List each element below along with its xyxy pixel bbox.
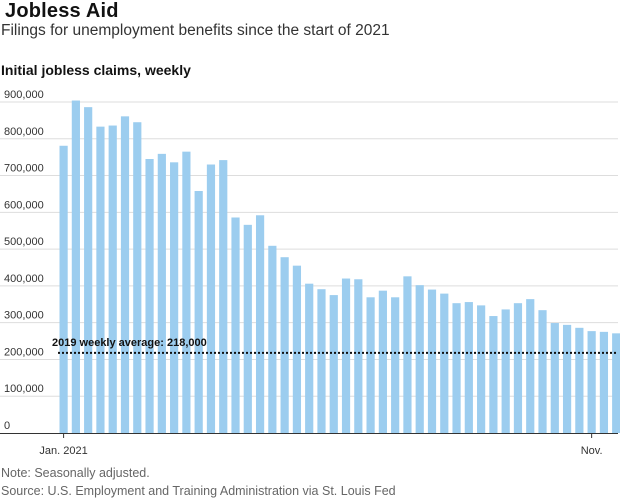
bar bbox=[84, 107, 93, 433]
x-tick-labels: Jan. 2021 Nov. bbox=[39, 445, 602, 457]
bar bbox=[341, 278, 351, 433]
bar bbox=[170, 162, 179, 433]
bar bbox=[562, 324, 572, 433]
bar bbox=[71, 100, 80, 433]
y-tick-label: 700,000 bbox=[4, 163, 44, 175]
y-tick-label: 900,000 bbox=[4, 89, 44, 101]
bar bbox=[292, 265, 302, 433]
y-tick-label: 100,000 bbox=[4, 383, 44, 395]
bar bbox=[477, 305, 486, 433]
bars bbox=[59, 100, 620, 434]
x-tick-label: Jan. 2021 bbox=[39, 445, 87, 457]
y-tick-label: 600,000 bbox=[4, 199, 44, 211]
y-tick-label: 200,000 bbox=[4, 346, 44, 358]
bar bbox=[280, 257, 289, 433]
bar bbox=[378, 290, 387, 433]
bar bbox=[243, 224, 252, 433]
bar bbox=[538, 310, 547, 433]
y-tick-label: 500,000 bbox=[4, 236, 44, 248]
reference-line-label: 2019 weekly average: 218,000 bbox=[52, 337, 207, 349]
bar bbox=[575, 327, 584, 433]
axes bbox=[0, 433, 618, 438]
bar bbox=[305, 283, 314, 433]
y-tick-label: 0 bbox=[4, 420, 10, 432]
bar bbox=[427, 289, 437, 433]
bar bbox=[96, 126, 105, 433]
bar bbox=[366, 297, 375, 433]
page-title: Jobless Aid bbox=[5, 0, 119, 22]
bar bbox=[513, 303, 523, 433]
bar bbox=[157, 153, 166, 433]
bar bbox=[120, 116, 130, 434]
bar bbox=[587, 331, 596, 433]
bar bbox=[415, 285, 424, 433]
bar bbox=[133, 122, 142, 433]
y-tick-labels: 0 100,000 200,000 300,000 400,000 500,000 600,… bbox=[4, 89, 44, 432]
page-subtitle: Filings for unemployment benefits since … bbox=[1, 22, 390, 39]
bar bbox=[59, 145, 68, 433]
bar bbox=[182, 151, 191, 433]
bar bbox=[145, 159, 154, 433]
y-tick-label: 400,000 bbox=[4, 273, 44, 285]
bar bbox=[440, 293, 449, 433]
bar bbox=[108, 125, 117, 433]
bar bbox=[206, 164, 216, 433]
y-tick-label: 800,000 bbox=[4, 126, 44, 138]
chart-heading: Initial jobless claims, weekly bbox=[1, 62, 191, 78]
bar bbox=[550, 323, 559, 433]
bar bbox=[403, 276, 412, 433]
bar bbox=[526, 299, 535, 433]
bar bbox=[464, 302, 473, 433]
bar bbox=[329, 295, 338, 433]
bar bbox=[194, 191, 203, 433]
bar bbox=[489, 316, 498, 433]
chart-note: Note: Seasonally adjusted. bbox=[1, 466, 150, 480]
y-tick-label: 300,000 bbox=[4, 310, 44, 322]
bar bbox=[219, 160, 228, 433]
bar bbox=[391, 297, 400, 433]
bar bbox=[599, 331, 609, 433]
bar bbox=[268, 245, 277, 433]
bar bbox=[452, 303, 461, 433]
bar bbox=[255, 215, 265, 433]
bar bbox=[317, 289, 326, 433]
bar bbox=[354, 279, 363, 433]
reference-line-group: 2019 weekly average: 218,000 bbox=[52, 337, 618, 354]
bar bbox=[231, 217, 240, 433]
bar bbox=[612, 333, 620, 433]
x-tick-label: Nov. bbox=[581, 445, 603, 457]
bar bbox=[501, 309, 510, 433]
chart-source: Source: U.S. Employment and Training Adm… bbox=[1, 484, 396, 498]
